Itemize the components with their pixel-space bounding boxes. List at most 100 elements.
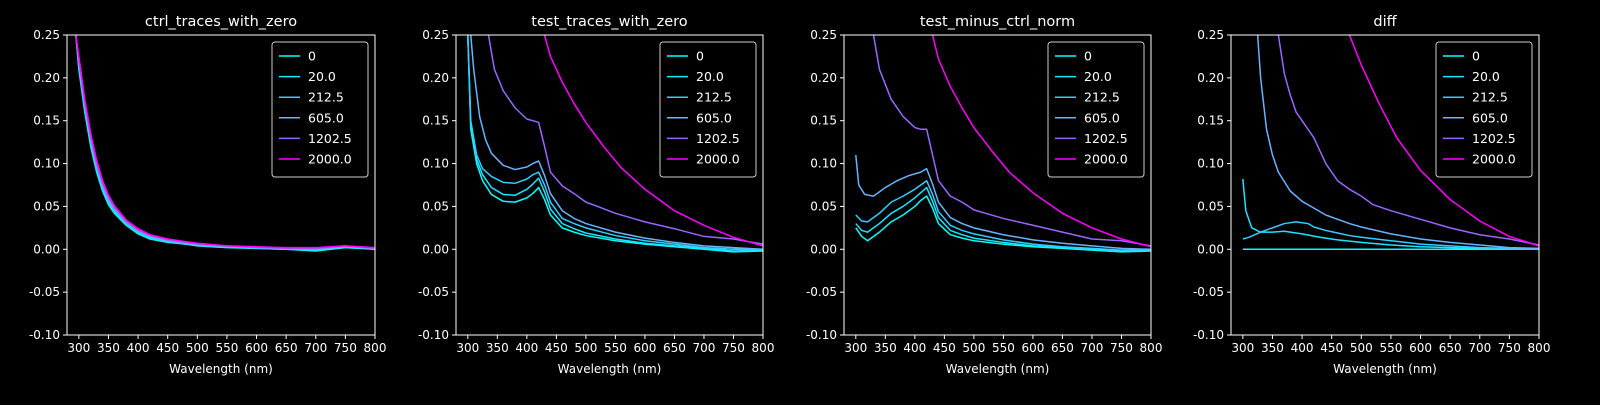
series-line-20-0 [1242,178,1539,251]
legend-label: 605.0 [1472,110,1508,125]
axes-frame [66,34,376,336]
y-tick-label: 0.10 [810,157,837,171]
chart-title: test_traces_with_zero [531,14,688,30]
y-tick-label: 0.25 [33,28,60,42]
y-tick-label: 0.05 [1197,199,1224,213]
x-tick-label: 700 [1081,341,1104,355]
x-tick-label: 400 [515,341,538,355]
y-tick-label: -0.05 [806,285,837,299]
legend-label: 1202.5 [308,131,352,146]
x-tick-label: 400 [1291,341,1314,355]
x-tick-label: 500 [574,341,597,355]
x-tick-label: 450 [156,341,179,355]
x-tick-label: 750 [1498,341,1521,355]
y-tick-label: 0.15 [1197,114,1224,128]
legend-label: 0 [1084,49,1092,64]
legend-label: 212.5 [696,90,732,105]
legend-label: 0 [696,49,704,64]
series-line-212-5 [467,35,763,251]
axes-frame [1230,34,1540,336]
x-tick-label: 450 [933,341,956,355]
y-tick-label: 0.25 [422,28,449,42]
y-tick-label: -0.05 [418,285,449,299]
subplot-2: 300 350 400 450 500 550 600 650 700 750 800 -0.10 -0… [418,14,775,376]
legend-box [659,41,757,178]
y-tick-label: 0.25 [810,28,837,42]
y-tick-label: 0.00 [1197,242,1224,256]
x-tick-label: 600 [245,341,268,355]
legend-label: 605.0 [696,110,732,125]
x-tick-label: 750 [1110,341,1133,355]
y-tick-label: -0.10 [418,328,449,342]
series-line-2000-0 [75,35,375,249]
y-tick-label: 0.15 [422,114,449,128]
x-tick-label: 300 [1231,341,1254,355]
x-tick-label: 400 [127,341,150,355]
x-tick-label: 700 [693,341,716,355]
x-tick-label: 350 [874,341,897,355]
series-line-605-0 [1256,35,1539,250]
legend-label: 1202.5 [1084,131,1128,146]
legend-label: 212.5 [1472,90,1508,105]
x-tick-label: 550 [1379,341,1402,355]
y-tick-label: 0.10 [33,157,60,171]
y-tick-label: 0.05 [810,199,837,213]
y-tick-label: 0.25 [1197,28,1224,42]
x-tick-label: 800 [752,341,775,355]
y-tick-label: -0.05 [29,285,60,299]
series-line-1202-5 [1277,35,1539,246]
y-tick-label: 0.05 [33,199,60,213]
x-tick-label: 600 [633,341,656,355]
series-lines [467,35,763,253]
legend: 0 20.0 212.5 605.0 1202.5 2000.0 [1047,41,1145,178]
series-line-20-0 [855,186,1151,252]
y-tick-label: 0.00 [810,242,837,256]
x-tick-label: 550 [604,341,627,355]
subplot-1: 300 350 400 450 500 550 600 650 700 750 800 -0.10 -0… [29,14,387,376]
legend-label: 212.5 [1084,90,1120,105]
legend: 0 20.0 212.5 605.0 1202.5 2000.0 [659,41,757,178]
legend: 0 20.0 212.5 605.0 1202.5 2000.0 [271,41,369,178]
series-line-1202-5 [487,35,763,245]
x-tick-label: 600 [1409,341,1432,355]
x-tick-label: 550 [215,341,238,355]
x-tick-label: 650 [663,341,686,355]
series-line-20-0 [467,35,763,252]
x-tick-label: 650 [275,341,298,355]
series-line-2000-0 [543,35,763,247]
y-tick-label: -0.10 [806,328,837,342]
x-tick-label: 350 [486,341,509,355]
legend-label: 0 [1472,49,1480,64]
legend-label: 605.0 [1084,110,1120,125]
series-line-1202-5 [75,35,375,250]
axes-frame [455,34,764,336]
legend-label: 20.0 [696,69,724,84]
x-tick-label: 500 [962,341,985,355]
x-axis-label: Wavelength (nm) [946,362,1050,376]
x-axis-label: Wavelength (nm) [558,362,662,376]
y-tick-label: 0.20 [1197,71,1224,85]
x-tick-label: 800 [1528,341,1551,355]
series-line-605-0 [855,154,1151,251]
y-tick-label: -0.05 [1193,285,1224,299]
legend-label: 2000.0 [696,152,740,167]
series-line-1202-5 [872,35,1151,247]
series-lines [855,35,1151,253]
y-tick-label: 0.10 [1197,157,1224,171]
subplot-3: 300 350 400 450 500 550 600 650 700 750 800 -0.10 -0… [806,14,1163,376]
x-tick-label: 800 [364,341,387,355]
y-tick-label: 0.20 [422,71,449,85]
legend-box [271,41,369,178]
axes-frame [843,34,1152,336]
x-tick-label: 700 [304,341,327,355]
y-tick-label: 0.15 [810,114,837,128]
y-tick-label: -0.10 [1193,328,1224,342]
y-tick-label: 0.00 [422,242,449,256]
y-tick-label: 0.10 [422,157,449,171]
legend-label: 2000.0 [1084,152,1128,167]
x-tick-label: 600 [1021,341,1044,355]
x-tick-label: 700 [1468,341,1491,355]
x-tick-label: 750 [722,341,745,355]
x-tick-label: 500 [1350,341,1373,355]
